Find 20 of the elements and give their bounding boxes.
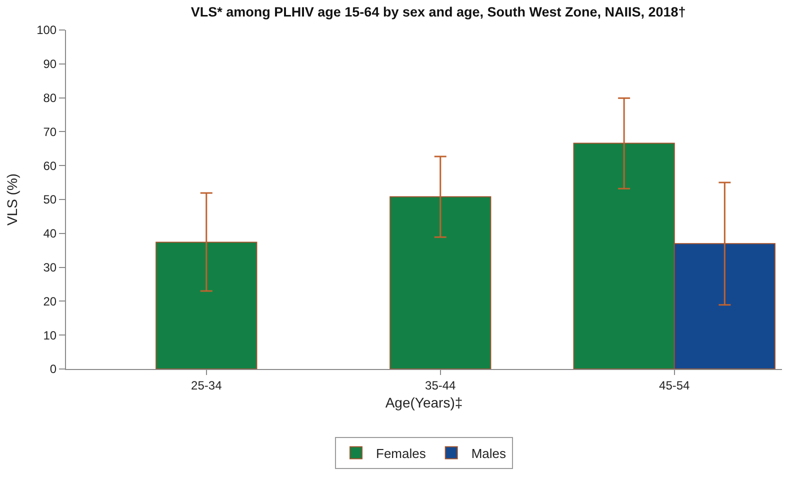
x-tick-label: 25-34	[191, 378, 222, 392]
y-axis-title: VLS (%)	[4, 173, 20, 226]
legend-label: Males	[471, 446, 507, 461]
y-tick-label: 20	[43, 294, 57, 308]
y-tick-label: 40	[43, 226, 57, 241]
chart-title: VLS* among PLHIV age 15-64 by sex and age, South West Zone, NAIIS, 2018†	[190, 4, 686, 20]
y-tick-label: 70	[43, 124, 57, 139]
legend-label: Females	[376, 446, 426, 461]
y-tick-label: 0	[50, 362, 57, 376]
x-tick-label: 45-54	[659, 378, 690, 392]
x-axis-title: Age(Years)‡	[385, 394, 463, 411]
x-tick-label: 35-44	[425, 378, 456, 392]
y-tick-label: 80	[43, 91, 57, 105]
y-tick-label: 100	[36, 23, 57, 38]
y-tick-label: 30	[43, 260, 57, 274]
y-tick-label: 90	[43, 57, 57, 72]
y-tick-label: 60	[43, 158, 57, 173]
y-tick-label: 50	[43, 192, 57, 207]
y-tick-label: 10	[43, 328, 57, 342]
bar	[156, 242, 258, 369]
